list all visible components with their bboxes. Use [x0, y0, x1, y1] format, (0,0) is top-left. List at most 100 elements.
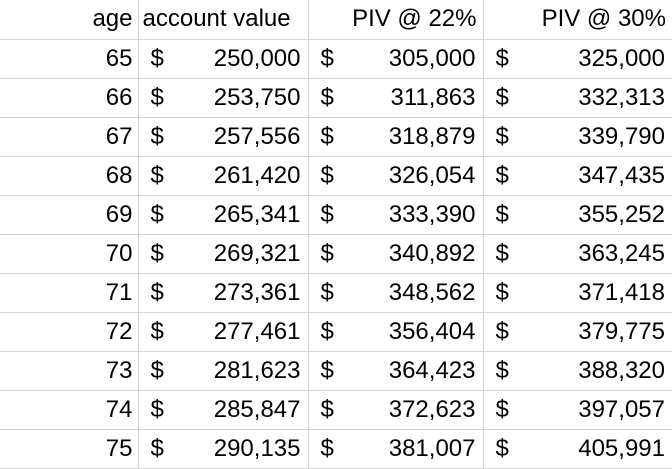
table-row: 70 $269,321 $340,892 $363,245: [0, 234, 672, 274]
piv-30-value: 371,418: [578, 278, 665, 306]
piv-30-money: $339,790: [487, 118, 670, 156]
account-value-cell[interactable]: $250,000: [138, 39, 309, 79]
account-value-value: 277,461: [213, 317, 301, 345]
piv-22-cell[interactable]: $318,879: [308, 117, 484, 157]
piv-30-cell[interactable]: $371,418: [483, 273, 672, 313]
currency-symbol: $: [320, 239, 334, 267]
piv-30-cell[interactable]: $325,000: [483, 39, 672, 79]
age-cell[interactable]: 75: [0, 429, 139, 469]
piv-22-cell[interactable]: $381,007: [308, 429, 484, 469]
age-cell[interactable]: 68: [0, 156, 139, 196]
table-row: 69 $265,341 $333,390 $355,252: [0, 195, 672, 235]
piv-30-value: 325,000: [578, 44, 665, 72]
piv-22-value: 348,562: [388, 278, 476, 306]
piv-30-cell[interactable]: $355,252: [483, 195, 672, 235]
piv-22-money: $326,054: [312, 157, 480, 195]
account-value-cell[interactable]: $285,847: [138, 390, 309, 430]
table-row: 74 $285,847 $372,623 $397,057: [0, 390, 672, 430]
account-value-cell[interactable]: $273,361: [138, 273, 309, 313]
age-value: 66: [105, 83, 133, 111]
account-value-cell[interactable]: $261,420: [138, 156, 309, 196]
piv-30-money: $325,000: [487, 40, 670, 78]
account-value-cell[interactable]: $269,321: [138, 234, 309, 274]
piv-30-cell[interactable]: $379,775: [483, 312, 672, 352]
piv-22-cell[interactable]: $305,000: [308, 39, 484, 79]
currency-symbol: $: [320, 434, 334, 462]
account-value-money: $253,750: [142, 79, 305, 117]
currency-symbol: $: [320, 44, 334, 72]
piv-22-cell[interactable]: $348,562: [308, 273, 484, 313]
account-value-cell[interactable]: $253,750: [138, 78, 309, 118]
piv-30-cell[interactable]: $332,313: [483, 78, 672, 118]
table-row: 66 $253,750 $311,863 $332,313: [0, 78, 672, 118]
age-value: 70: [105, 239, 133, 267]
piv-30-value: 347,435: [578, 161, 665, 189]
age-value: 71: [105, 278, 133, 306]
account-value-value: 273,361: [213, 278, 301, 306]
piv-22-cell[interactable]: $333,390: [308, 195, 484, 235]
account-value-cell[interactable]: $290,135: [138, 429, 309, 469]
currency-symbol: $: [320, 122, 334, 150]
piv-22-value: 372,623: [388, 395, 476, 423]
piv-22-value: 356,404: [388, 317, 476, 345]
header-piv-22-cell[interactable]: PIV @ 22%: [308, 0, 484, 40]
age-cell[interactable]: 74: [0, 390, 139, 430]
currency-symbol: $: [495, 122, 509, 150]
currency-symbol: $: [495, 83, 509, 111]
piv-30-cell[interactable]: $339,790: [483, 117, 672, 157]
piv-30-cell[interactable]: $397,057: [483, 390, 672, 430]
account-value-cell[interactable]: $265,341: [138, 195, 309, 235]
piv-22-value: 318,879: [388, 122, 476, 150]
piv-22-cell[interactable]: $311,863: [308, 78, 484, 118]
currency-symbol: $: [320, 317, 334, 345]
age-value: 69: [105, 200, 133, 228]
account-value-cell[interactable]: $281,623: [138, 351, 309, 391]
header-age-cell[interactable]: age: [0, 0, 139, 40]
piv-30-cell[interactable]: $405,991: [483, 429, 672, 469]
age-value: 75: [105, 434, 133, 462]
currency-symbol: $: [320, 161, 334, 189]
age-cell[interactable]: 67: [0, 117, 139, 157]
age-cell[interactable]: 73: [0, 351, 139, 391]
currency-symbol: $: [495, 434, 509, 462]
header-piv-30-cell[interactable]: PIV @ 30%: [483, 0, 672, 40]
piv-30-cell[interactable]: $363,245: [483, 234, 672, 274]
header-row: age account value PIV @ 22% PIV @ 30%: [0, 0, 672, 40]
account-value-money: $285,847: [142, 391, 305, 429]
age-cell[interactable]: 72: [0, 312, 139, 352]
age-cell[interactable]: 70: [0, 234, 139, 274]
piv-30-cell[interactable]: $388,320: [483, 351, 672, 391]
age-value: 74: [105, 395, 133, 423]
account-value-money: $281,623: [142, 352, 305, 390]
header-account-value-label: account value: [142, 5, 291, 33]
piv-22-value: 326,054: [388, 161, 476, 189]
piv-22-cell[interactable]: $326,054: [308, 156, 484, 196]
piv-22-value: 381,007: [388, 434, 476, 462]
piv-30-cell[interactable]: $347,435: [483, 156, 672, 196]
age-value: 67: [105, 122, 133, 150]
account-value-cell[interactable]: $277,461: [138, 312, 309, 352]
age-value: 65: [105, 44, 133, 72]
currency-symbol: $: [150, 434, 164, 462]
piv-22-money: $333,390: [312, 196, 480, 234]
age-value: 73: [105, 356, 133, 384]
piv-30-value: 355,252: [578, 200, 665, 228]
currency-symbol: $: [495, 239, 509, 267]
header-piv-22-label: PIV @ 22%: [352, 5, 477, 33]
currency-symbol: $: [495, 161, 509, 189]
account-value-cell[interactable]: $257,556: [138, 117, 309, 157]
age-cell[interactable]: 65: [0, 39, 139, 79]
account-value-value: 269,321: [213, 239, 301, 267]
age-cell[interactable]: 66: [0, 78, 139, 118]
header-account-value-cell[interactable]: account value: [138, 0, 309, 40]
piv-22-cell[interactable]: $372,623: [308, 390, 484, 430]
piv-22-money: $381,007: [312, 430, 480, 468]
piv-22-cell[interactable]: $356,404: [308, 312, 484, 352]
piv-30-value: 388,320: [578, 356, 665, 384]
account-value-value: 285,847: [213, 395, 301, 423]
age-cell[interactable]: 71: [0, 273, 139, 313]
piv-22-cell[interactable]: $364,423: [308, 351, 484, 391]
piv-22-cell[interactable]: $340,892: [308, 234, 484, 274]
age-cell[interactable]: 69: [0, 195, 139, 235]
piv-30-money: $371,418: [487, 274, 670, 312]
